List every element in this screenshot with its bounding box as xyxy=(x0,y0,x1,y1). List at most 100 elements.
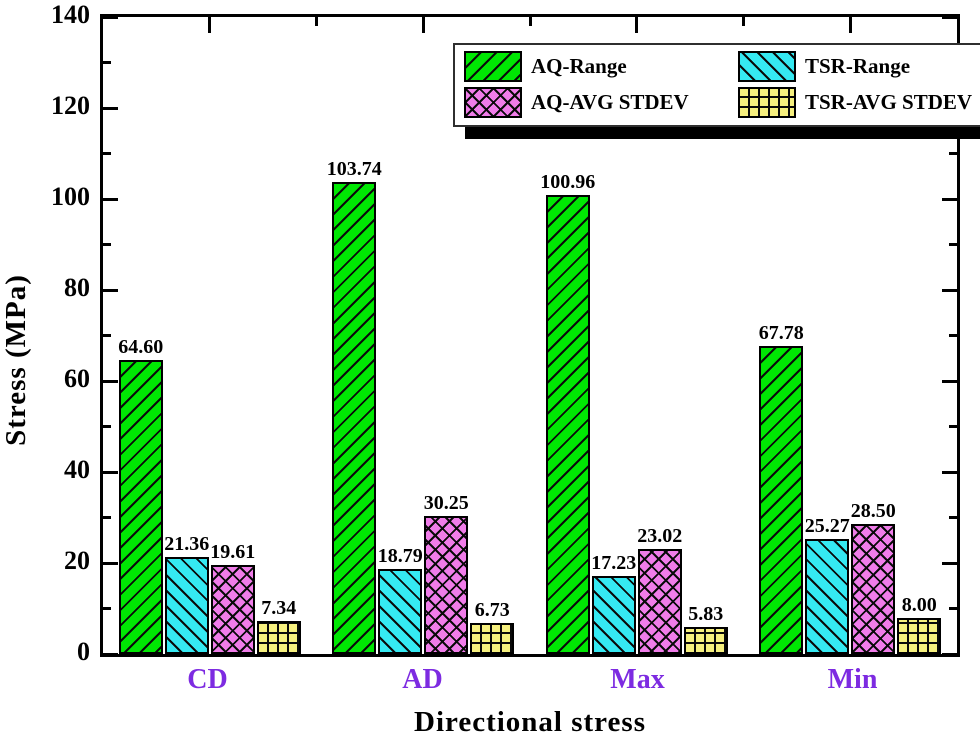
y-axis-tick xyxy=(103,61,111,64)
bar-TSR-Range-AD: 18.79 xyxy=(378,545,423,654)
bar-group-Max: 100.96 17.23 23.02 5.83 xyxy=(530,17,744,654)
bar-AQ-Range-Max: 100.96 xyxy=(540,171,595,654)
legend-item-AQ-Range: AQ-Range xyxy=(464,51,726,82)
y-tick-label: 100 xyxy=(51,182,90,211)
y-axis-tick xyxy=(103,15,118,19)
y-axis-tick xyxy=(949,334,957,337)
x-category-label-Min: Min xyxy=(827,664,878,695)
legend-label: AQ-AVG STDEV xyxy=(531,90,689,114)
y-axis-tick xyxy=(942,561,957,565)
legend-label: AQ-Range xyxy=(531,54,627,78)
y-tick-label: 0 xyxy=(77,637,90,666)
y-axis-tick xyxy=(949,425,957,428)
y-axis-tick xyxy=(103,243,111,246)
bar-AQ-Range-Min: 67.78 xyxy=(759,322,804,654)
legend-swatch-diagonal-backward-icon xyxy=(738,51,796,82)
legend-swatch-diagonal-cross-icon xyxy=(464,87,522,118)
bar-group-CD: 64.60 21.36 19.61 7.34 xyxy=(103,17,317,654)
y-tick-label: 60 xyxy=(64,364,90,393)
y-axis-tick xyxy=(942,470,957,474)
y-axis-tick xyxy=(103,334,111,337)
x-axis-tick xyxy=(635,17,639,33)
y-axis-tick xyxy=(103,561,118,565)
bar-value-label: 5.83 xyxy=(688,603,724,626)
y-axis-tick xyxy=(103,152,111,155)
bar-TSR-AVG STDEV-CD: 7.34 xyxy=(256,597,301,654)
bar-value-label: 18.79 xyxy=(377,544,423,567)
bar-TSR-AVG STDEV-Max: 5.83 xyxy=(683,603,728,654)
bar-value-label: 6.73 xyxy=(474,599,510,622)
legend-swatch-diagonal-forward-icon xyxy=(464,51,522,82)
legend-item-TSR-AVG STDEV: TSR-AVG STDEV xyxy=(738,87,972,118)
x-category-label-CD: CD xyxy=(187,664,228,695)
bar-value-label: 17.23 xyxy=(591,551,637,574)
bar-value-label: 64.60 xyxy=(118,336,164,359)
x-category-label-Max: Max xyxy=(610,664,665,695)
bar-AQ-AVG STDEV-Max: 23.02 xyxy=(637,525,682,654)
y-axis-tick xyxy=(942,379,957,383)
bar-value-label: 19.61 xyxy=(210,540,256,563)
y-axis-tick xyxy=(942,15,957,19)
bar-groups: 64.60 21.36 19.61 7.34 103.74 18.79 30.25 6.73 1… xyxy=(103,17,957,654)
y-axis-tick xyxy=(949,516,957,519)
x-axis-tick xyxy=(421,17,425,33)
bar-value-label: 100.96 xyxy=(540,170,596,193)
legend-label: TSR-AVG STDEV xyxy=(805,90,973,114)
bar-value-label: 7.34 xyxy=(261,596,297,619)
bar-value-label: 30.25 xyxy=(423,492,469,515)
bar-value-label: 28.50 xyxy=(850,500,896,523)
legend-item-AQ-AVG STDEV: AQ-AVG STDEV xyxy=(464,87,726,118)
bar-value-label: 67.78 xyxy=(758,321,804,344)
bar-value-label: 103.74 xyxy=(326,157,382,180)
bar-value-label: 21.36 xyxy=(164,532,210,555)
y-axis-tick xyxy=(103,516,111,519)
bar-AQ-Range-AD: 103.74 xyxy=(327,158,382,654)
x-axis-tick-minor xyxy=(742,17,745,26)
bar-TSR-AVG STDEV-AD: 6.73 xyxy=(470,599,515,654)
y-axis-tick xyxy=(103,288,118,292)
y-axis-tick xyxy=(942,288,957,292)
bar-TSR-Range-CD: 21.36 xyxy=(164,533,209,654)
y-axis-tick xyxy=(103,197,118,201)
y-axis-tick xyxy=(949,607,957,610)
x-category-labels: CD AD Max Min xyxy=(100,664,960,696)
y-axis-tick xyxy=(103,470,118,474)
bar-AQ-AVG STDEV-Min: 28.50 xyxy=(851,500,896,654)
bar-value-label: 23.02 xyxy=(637,525,683,548)
y-axis-tick xyxy=(103,652,118,656)
legend-swatch-grid-icon xyxy=(738,87,796,118)
legend-item-TSR-Range: TSR-Range xyxy=(738,51,972,82)
x-axis-tick xyxy=(208,17,212,33)
y-axis-tick xyxy=(103,379,118,383)
y-axis-tick xyxy=(942,197,957,201)
bar-AQ-Range-CD: 64.60 xyxy=(118,336,163,654)
bar-group-AD: 103.74 18.79 30.25 6.73 xyxy=(317,17,531,654)
bar-TSR-Range-Min: 25.27 xyxy=(805,515,850,654)
y-tick-label: 140 xyxy=(51,0,90,29)
y-axis-tick xyxy=(942,652,957,656)
x-category-label-AD: AD xyxy=(402,664,443,695)
legend-label: TSR-Range xyxy=(805,54,911,78)
bar-value-label: 8.00 xyxy=(901,593,937,616)
x-axis-tick-minor xyxy=(315,17,318,26)
y-tick-label: 80 xyxy=(64,273,90,302)
bar-TSR-AVG STDEV-Min: 8.00 xyxy=(897,594,942,654)
y-tick-label: 40 xyxy=(64,455,90,484)
bar-AQ-AVG STDEV-AD: 30.25 xyxy=(424,492,469,654)
x-axis-tick xyxy=(848,17,852,33)
legend: AQ-Range TSR-Range AQ-AVG STDEV TSR-AVG STD… xyxy=(453,43,980,127)
bar-AQ-AVG STDEV-CD: 19.61 xyxy=(210,541,255,654)
bar-value-label: 25.27 xyxy=(804,515,850,538)
y-tick-label: 20 xyxy=(64,546,90,575)
y-axis-tick xyxy=(103,106,118,110)
y-tick-label: 120 xyxy=(51,91,90,120)
y-axis-tick xyxy=(949,243,957,246)
y-axis-tick xyxy=(103,607,111,610)
bar-group-Min: 67.78 25.27 28.50 8.00 xyxy=(744,17,958,654)
x-axis-title: Directional stress xyxy=(414,706,646,738)
y-axis-tick xyxy=(103,425,111,428)
x-axis-tick-minor xyxy=(528,17,532,26)
plot-area: 64.60 21.36 19.61 7.34 103.74 18.79 30.25 6.73 1… xyxy=(100,14,980,657)
y-axis-tick xyxy=(949,152,957,155)
